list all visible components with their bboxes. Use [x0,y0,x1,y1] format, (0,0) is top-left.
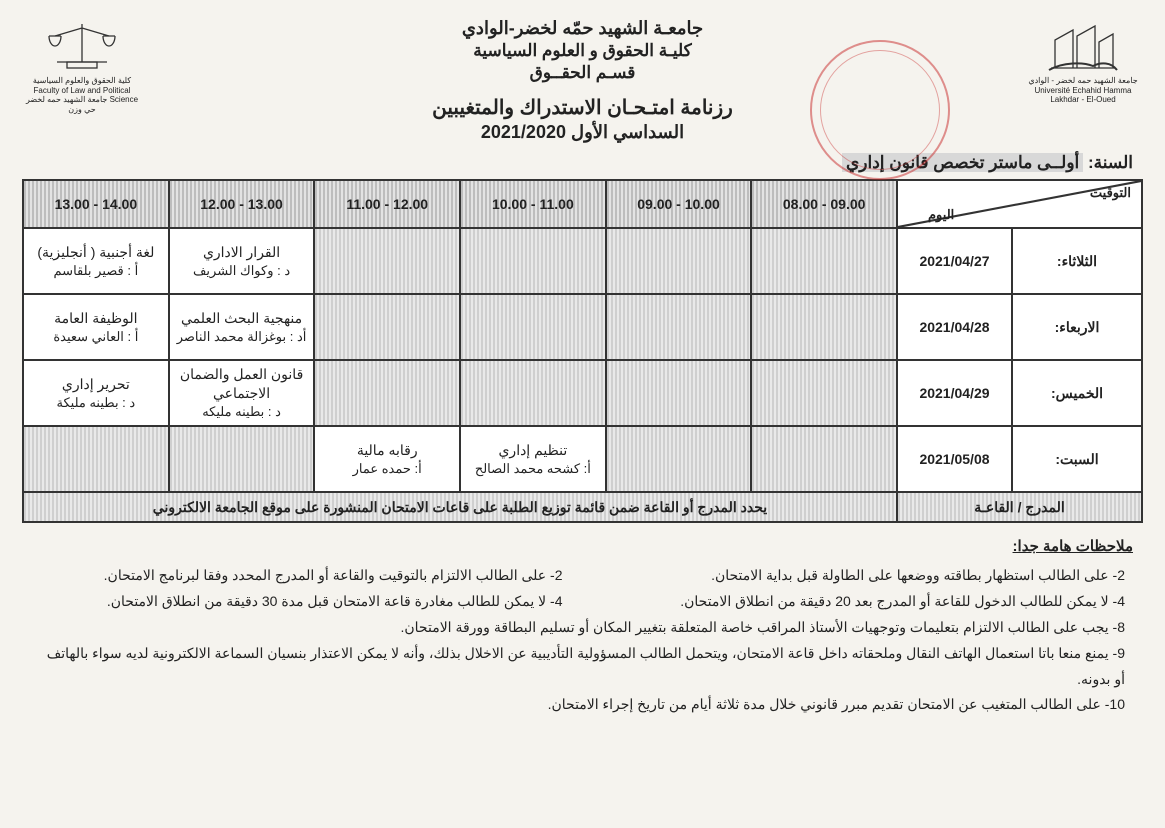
table-row: الثلاثاء:2021/04/27 القرار الاداريد : وكو… [23,228,1142,294]
exam-cell: تنظيم إداريأ: كشحه محمد الصالح [460,426,606,492]
exam-cell: القرار الاداريد : وكواك الشريف [169,228,315,294]
empty-cell [606,228,752,294]
empty-cell [751,426,897,492]
day-cell: الاربعاء: [1012,294,1142,360]
professor: أ : قصير بلقاسم [26,262,166,280]
footer-row: المدرج / القاعـة يحدد المدرج أو القاعة ض… [23,492,1142,522]
empty-cell [169,426,315,492]
header: جامعة الشهيد حمه لخضر - الوادي Universit… [22,18,1143,143]
notes-title: ملاحظات هامة جدا: [32,537,1133,555]
professor: د : وكواك الشريف [172,262,312,280]
scales-icon [37,18,127,74]
exam-cell: قانون العمل والضمان الاجتماعيد : بطينه م… [169,360,315,426]
professor: أد : بوغزالة محمد الناصر [172,328,312,346]
subject: لغة أجنبية ( أنجليزية)أ : قصير بلقاسم [26,243,166,279]
logo-right-caption: جامعة الشهيد حمه لخضر - الوادي Universit… [1023,76,1143,105]
notes-block: 2- على الطالب استظهار بطاقته ووضعها على … [22,563,1143,718]
subject: الوظيفة العامةأ : العاني سعيدة [26,309,166,345]
empty-cell [460,294,606,360]
faculty-logo-left: كلية الحقوق والعلوم السياسية Faculty of … [22,18,142,114]
empty-cell [751,228,897,294]
subject: تنظيم إداريأ: كشحه محمد الصالح [463,441,603,477]
faculty-name: كليـة الحقوق و العلوم السياسية [142,41,1023,61]
empty-cell [606,294,752,360]
note-item: 2- على الطالب استظهار بطاقته ووضعها على … [603,563,1126,589]
footer-text: يحدد المدرج أو القاعة ضمن قائمة توزيع ال… [23,492,897,522]
exam-cell: منهجية البحث العلميأد : بوغزالة محمد الن… [169,294,315,360]
university-name: جامعـة الشهيد حمّه لخضر-الوادي [142,18,1023,39]
time-slot: 11.00 - 10.00 [460,180,606,228]
subject: القرار الاداريد : وكواك الشريف [172,243,312,279]
subject: قانون العمل والضمان الاجتماعيد : بطينه م… [172,365,312,420]
table-row: الخميس:2021/04/29 قانون العمل والضمان الا… [23,360,1142,426]
exam-cell: الوظيفة العامةأ : العاني سعيدة [23,294,169,360]
note-item: 4- لا يمكن للطالب مغادرة قاعة الامتحان ق… [40,589,563,615]
date-cell: 2021/05/08 [897,426,1012,492]
exam-cell: لغة أجنبية ( أنجليزية)أ : قصير بلقاسم [23,228,169,294]
empty-cell [751,360,897,426]
date-cell: 2021/04/27 [897,228,1012,294]
footer-label: المدرج / القاعـة [897,492,1142,522]
empty-cell [314,360,460,426]
empty-cell [314,228,460,294]
center-heading: جامعـة الشهيد حمّه لخضر-الوادي كليـة الح… [142,18,1023,143]
year-label: السنة: [1088,153,1133,172]
subject: تحرير إداريد : بطينه مليكة [26,375,166,411]
time-slot: 10.00 - 09.00 [606,180,752,228]
semester: السداسي الأول 2021/2020 [142,122,1023,143]
note-item: 9- يمنع منعا باتا استعمال الهاتف النقال … [40,641,1125,693]
date-cell: 2021/04/28 [897,294,1012,360]
subject: منهجية البحث العلميأد : بوغزالة محمد الن… [172,309,312,345]
table-row: الاربعاء:2021/04/28 منهجية البحث العلميأد… [23,294,1142,360]
note-item: 8- يجب على الطالب الالتزام بتعليمات وتوج… [40,615,1125,641]
note-item: 2- على الطالب الالتزام بالتوقيت والقاعة … [40,563,563,589]
professor: د : بطينه مليكه [172,403,312,421]
table-row: السبت:2021/05/08 تنظيم إداريأ: كشحه محمد … [23,426,1142,492]
logo-left-caption: كلية الحقوق والعلوم السياسية Faculty of … [22,76,142,114]
time-slot: 13.00 - 12.00 [169,180,315,228]
empty-cell [314,294,460,360]
department-name: قسـم الحقــوق [142,63,1023,83]
empty-cell [23,426,169,492]
document-title: رزنامة امتـحـان الاستدراك والمتغيبين [142,95,1023,120]
empty-cell [751,294,897,360]
header-row: التوقيت اليوم 09.00 - 08.00 10.00 - 09.0… [23,180,1142,228]
time-slot: 14.00 - 13.00 [23,180,169,228]
empty-cell [606,360,752,426]
professor: أ: حمده عمار [317,460,457,478]
time-slot: 09.00 - 08.00 [751,180,897,228]
exam-cell: تحرير إداريد : بطينه مليكة [23,360,169,426]
day-cell: الثلاثاء: [1012,228,1142,294]
day-cell: الخميس: [1012,360,1142,426]
professor: د : بطينه مليكة [26,394,166,412]
corner-cell: التوقيت اليوم [897,180,1142,228]
date-cell: 2021/04/29 [897,360,1012,426]
year-value: أولــى ماستر تخصص قانون إداري [842,153,1083,172]
note-row: 4- لا يمكن للطالب الدخول للقاعة أو المدر… [40,589,1125,615]
year-row: السنة: أولــى ماستر تخصص قانون إداري [22,153,1143,173]
note-item: 4- لا يمكن للطالب الدخول للقاعة أو المدر… [603,589,1126,615]
empty-cell [606,426,752,492]
building-icon [1043,18,1123,74]
note-row: 2- على الطالب استظهار بطاقته ووضعها على … [40,563,1125,589]
subject: رقابه ماليةأ: حمده عمار [317,441,457,477]
time-slot: 12.00 - 11.00 [314,180,460,228]
day-cell: السبت: [1012,426,1142,492]
university-logo-right: جامعة الشهيد حمه لخضر - الوادي Universit… [1023,18,1143,105]
schedule-table: التوقيت اليوم 09.00 - 08.00 10.00 - 09.0… [22,179,1143,523]
professor: أ: كشحه محمد الصالح [463,460,603,478]
exam-cell: رقابه ماليةأ: حمده عمار [314,426,460,492]
note-item: 10- على الطالب المتغيب عن الامتحان تقديم… [40,692,1125,718]
empty-cell [460,228,606,294]
corner-bottom: اليوم [928,207,954,223]
corner-top: التوقيت [1090,185,1131,201]
professor: أ : العاني سعيدة [26,328,166,346]
empty-cell [460,360,606,426]
